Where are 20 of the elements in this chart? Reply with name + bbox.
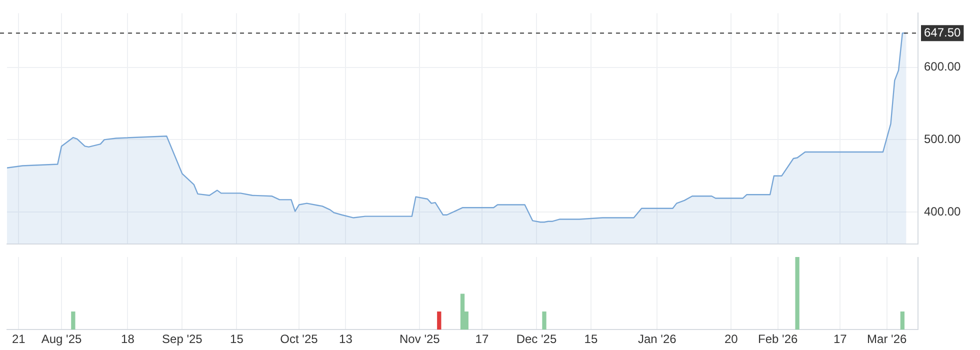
x-tick-label: 18 — [121, 332, 135, 346]
x-tick-label: Sep '25 — [162, 332, 203, 346]
x-tick-label: Jan '26 — [638, 332, 677, 346]
x-tick-label: 17 — [833, 332, 848, 346]
x-tick-label: 17 — [475, 332, 489, 346]
x-tick-label: 21 — [12, 332, 26, 346]
x-tick-label: Oct '25 — [280, 332, 318, 346]
x-tick-label: 15 — [230, 332, 244, 346]
x-tick-label: Feb '26 — [758, 332, 798, 346]
y-tick-label: 500.00 — [924, 132, 962, 146]
y-tick-label: 400.00 — [924, 204, 962, 218]
x-tick-label: Nov '25 — [400, 332, 440, 346]
x-tick-label: Aug '25 — [41, 332, 82, 346]
x-tick-label: 20 — [724, 332, 738, 346]
ref-line-label: 647.50 — [924, 25, 962, 40]
x-tick-label: Mar '26 — [867, 332, 907, 346]
x-tick-label: 13 — [339, 332, 353, 346]
y-tick-label: 600.00 — [924, 60, 962, 74]
x-tick-label: 15 — [584, 332, 598, 346]
x-tick-label: Dec '25 — [516, 332, 557, 346]
